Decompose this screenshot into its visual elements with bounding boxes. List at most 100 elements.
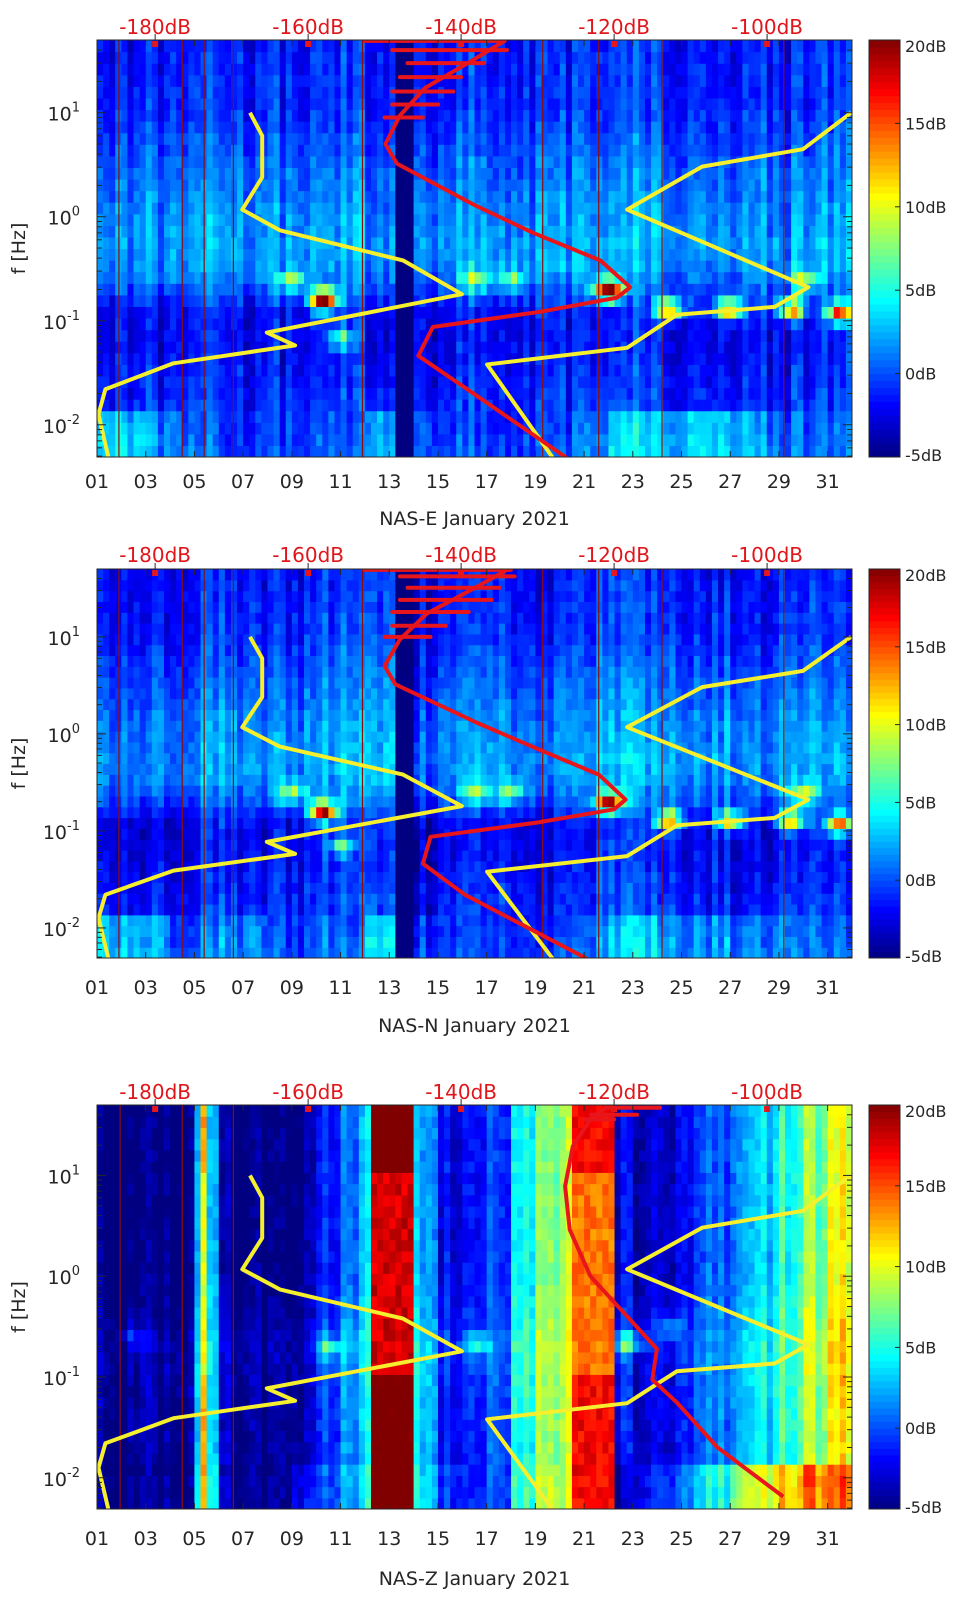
heatmap-cell <box>109 666 116 678</box>
heatmap-cell <box>669 155 677 169</box>
heatmap-cell <box>103 806 110 819</box>
heatmap-cell <box>206 387 214 400</box>
heatmap-cell <box>833 283 841 296</box>
heatmap-cell <box>103 248 110 261</box>
heatmap-cell <box>480 132 488 145</box>
heatmap-cell <box>310 271 317 284</box>
heatmap-cell <box>791 422 798 435</box>
heatmap-cell <box>498 364 506 377</box>
heatmap-cell <box>431 213 439 226</box>
heatmap-cell <box>839 318 847 331</box>
heatmap-cell <box>285 74 293 87</box>
heatmap-cell <box>316 63 323 76</box>
heatmap-cell <box>310 225 317 238</box>
heatmap-cell <box>133 947 141 958</box>
heatmap-cell <box>383 190 390 203</box>
heatmap-cell <box>839 236 847 250</box>
heatmap-cell <box>553 375 561 389</box>
heatmap-cell <box>809 283 817 296</box>
heatmap-cell <box>194 132 202 145</box>
heatmap-cell <box>590 144 597 157</box>
heatmap-cell <box>194 144 202 157</box>
heatmap-cell <box>370 74 378 87</box>
heatmap-cell <box>772 329 780 342</box>
heatmap-cell <box>626 318 634 331</box>
heatmap-cell <box>121 925 129 937</box>
heatmap-cell <box>699 260 707 273</box>
heatmap-cell <box>133 677 141 689</box>
heatmap-cell <box>401 225 409 238</box>
heatmap-cell <box>492 294 500 308</box>
heatmap-cell <box>724 179 731 192</box>
heatmap-cell <box>157 190 165 203</box>
heatmap-cell <box>316 74 323 87</box>
heatmap-cell <box>444 352 451 365</box>
heatmap-cell <box>492 213 500 226</box>
heatmap-cell <box>498 63 506 76</box>
heatmap-cell <box>218 236 226 250</box>
heatmap-cell <box>529 318 536 331</box>
heatmap-cell <box>663 40 670 53</box>
heatmap-cell <box>176 97 183 111</box>
heatmap-cell <box>772 445 780 457</box>
heatmap-cell <box>535 410 543 423</box>
heatmap-cell <box>97 817 104 829</box>
heatmap-cell <box>334 399 342 412</box>
heatmap-cell <box>614 132 622 145</box>
colorbar-swatch <box>869 102 900 110</box>
heatmap-cell <box>815 433 823 447</box>
heatmap-cell <box>845 155 852 169</box>
heatmap-cell <box>517 109 524 122</box>
heatmap-cell <box>413 306 421 319</box>
heatmap-cell <box>486 260 494 273</box>
heatmap-cell <box>602 433 610 447</box>
heatmap-cell <box>760 132 768 145</box>
heatmap-cell <box>224 202 232 215</box>
heatmap-cell <box>383 399 390 412</box>
colorbar-swatch <box>869 74 900 83</box>
heatmap-cell <box>492 109 500 122</box>
heatmap-cell <box>681 248 689 261</box>
heatmap-cell <box>230 329 238 342</box>
heatmap-cell <box>584 364 591 377</box>
heatmap-cell <box>157 132 165 145</box>
heatmap-cell <box>212 260 220 273</box>
heatmap-cell <box>413 422 421 435</box>
heatmap-cell <box>651 341 658 354</box>
heatmap-cell <box>176 202 183 215</box>
heatmap-cell <box>474 387 482 400</box>
heatmap-cell <box>602 155 610 169</box>
heatmap-cell <box>778 225 786 238</box>
heatmap-cell <box>766 260 774 273</box>
heatmap-cell <box>754 375 762 389</box>
heatmap-cell <box>681 375 689 389</box>
heatmap-cell <box>663 387 670 400</box>
heatmap-cell <box>791 225 798 238</box>
heatmap-cell <box>291 225 299 238</box>
heatmap-cell <box>401 248 409 261</box>
heatmap-cell <box>711 179 719 192</box>
heatmap-cell <box>632 202 640 215</box>
heatmap-cell <box>724 202 731 215</box>
heatmap-cell <box>395 63 403 76</box>
heatmap-cell <box>212 236 220 250</box>
heatmap-cell <box>444 422 451 435</box>
heatmap-cell <box>590 167 597 180</box>
heatmap-cell <box>584 352 591 365</box>
heatmap-cell <box>803 318 810 331</box>
heatmap-cell <box>772 121 780 134</box>
heatmap-cell <box>425 306 433 319</box>
heatmap-cell <box>267 445 275 457</box>
heatmap-cell <box>632 144 640 157</box>
heatmap-cell <box>711 387 719 400</box>
heatmap-cell <box>638 375 646 389</box>
heatmap-cell <box>444 306 451 319</box>
heatmap-cell <box>705 433 713 447</box>
heatmap-cell <box>212 86 220 99</box>
heatmap-cell <box>663 167 670 180</box>
heatmap-cell <box>480 445 488 457</box>
heatmap-cell <box>127 579 135 592</box>
heatmap-cell <box>492 202 500 215</box>
heatmap-cell <box>334 410 342 423</box>
heatmap-cell <box>133 785 141 797</box>
